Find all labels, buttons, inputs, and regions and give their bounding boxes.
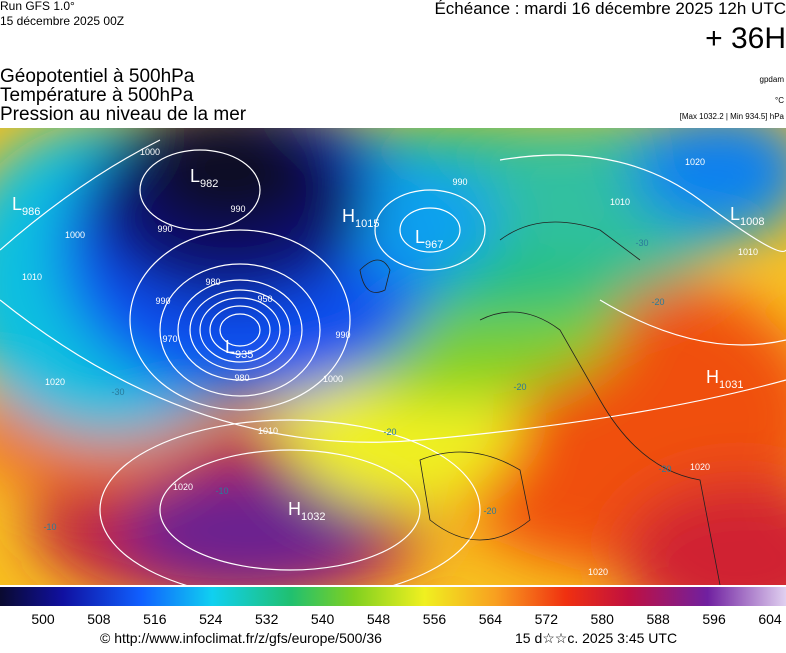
- temperature-label: -20: [651, 297, 664, 307]
- isobar-label: 950: [257, 294, 272, 304]
- isobar-label: 990: [230, 204, 245, 214]
- pressure-center: L982: [190, 166, 218, 190]
- center-value: 982: [200, 178, 218, 190]
- colorbar-label: 516: [143, 611, 167, 627]
- pressure-center: H1031: [706, 367, 743, 391]
- colorbar-label: 532: [255, 611, 279, 627]
- pressure-center: L986: [12, 194, 40, 218]
- title-temperature: Température à 500hPa: [0, 85, 194, 106]
- title-geopotential: Géopotentiel à 500hPa: [0, 66, 195, 87]
- temperature-label: -30: [111, 387, 124, 397]
- run-date: 15 décembre 2025 00Z: [0, 14, 124, 28]
- isobar-label: 1010: [22, 272, 42, 282]
- isobar-label: 990: [452, 177, 467, 187]
- center-value: 935: [235, 349, 253, 361]
- pressure-center: H1015: [342, 206, 379, 230]
- colorbar-label: 564: [479, 611, 503, 627]
- center-value: 967: [425, 239, 443, 251]
- colorbar-label: 548: [367, 611, 391, 627]
- isobar-label: 1010: [258, 426, 278, 436]
- center-kind: L: [190, 166, 200, 186]
- temperature-label: -20: [513, 382, 526, 392]
- isobar-label: 970: [162, 334, 177, 344]
- colorbar-label: 524: [199, 611, 223, 627]
- isobar-label: 990: [157, 224, 172, 234]
- isobars: [0, 139, 786, 585]
- temperature-label: -10: [215, 486, 228, 496]
- colorbar-label: 500: [31, 611, 55, 627]
- center-value: 1032: [301, 511, 325, 523]
- colorbar-label: 580: [591, 611, 615, 627]
- isobar-label: 980: [234, 373, 249, 383]
- isobar-label: 990: [335, 330, 350, 340]
- coastlines: [359, 221, 721, 585]
- center-kind: H: [706, 367, 719, 387]
- render-time: 15 d☆☆c. 2025 3:45 UTC: [515, 630, 677, 646]
- pressure-center: L935: [225, 337, 253, 361]
- temperature-label: -30: [635, 238, 648, 248]
- isobar-label: 1020: [173, 482, 193, 492]
- title-pressure: Pression au niveau de la mer: [0, 104, 247, 125]
- colorbar-label: 572: [535, 611, 559, 627]
- temperature-label: -20: [658, 464, 671, 474]
- unit-celsius: °C: [775, 96, 784, 105]
- colorbar-label: 508: [87, 611, 111, 627]
- center-kind: L: [12, 194, 22, 214]
- center-value: 1015: [355, 218, 379, 230]
- isobar-label: 990: [155, 296, 170, 306]
- isobar-label: 1010: [610, 197, 630, 207]
- isobar-label: 980: [205, 277, 220, 287]
- colorbar-label: 596: [702, 611, 726, 627]
- temperature-label: -10: [43, 522, 56, 532]
- colorbar-label: 588: [646, 611, 670, 627]
- pressure-center: H1032: [288, 499, 325, 523]
- forecast-time: Échéance : mardi 16 décembre 2025 12h UT…: [434, 0, 786, 18]
- center-value: 1031: [719, 379, 743, 391]
- unit-pressure: [Max 1032.2 | Min 934.5] hPa: [680, 112, 785, 121]
- isobar-label: 1010: [738, 247, 758, 257]
- isobar-label: 1020: [588, 567, 608, 577]
- isobar-label: 1000: [140, 147, 160, 157]
- center-value: 1008: [740, 216, 764, 228]
- temperature-label: -20: [383, 427, 396, 437]
- isobar-label: 1020: [690, 462, 710, 472]
- pressure-center: L1008: [730, 204, 765, 228]
- run-label: Run GFS 1.0°: [0, 0, 75, 13]
- center-kind: H: [288, 499, 301, 519]
- center-kind: L: [415, 227, 425, 247]
- map-field: [0, 128, 786, 585]
- colorbar-label: 556: [423, 611, 447, 627]
- source-url: © http://www.infoclimat.fr/z/gfs/europe/…: [100, 630, 382, 646]
- isobar-label: 1000: [323, 374, 343, 384]
- center-kind: L: [225, 337, 235, 357]
- pressure-center: L967: [415, 227, 443, 251]
- center-value: 986: [22, 206, 40, 218]
- center-kind: H: [342, 206, 355, 226]
- temperature-label: -20: [483, 506, 496, 516]
- lead-time: + 36H: [705, 22, 786, 55]
- colorbar-label: 540: [311, 611, 335, 627]
- colorbar-label: 604: [758, 611, 782, 627]
- isobar-label: 1020: [685, 157, 705, 167]
- center-kind: L: [730, 204, 740, 224]
- colorbar: [0, 587, 786, 606]
- isobar-label: 1020: [45, 377, 65, 387]
- unit-gpdam: gpdam: [760, 75, 785, 84]
- isobar-label: 1000: [65, 230, 85, 240]
